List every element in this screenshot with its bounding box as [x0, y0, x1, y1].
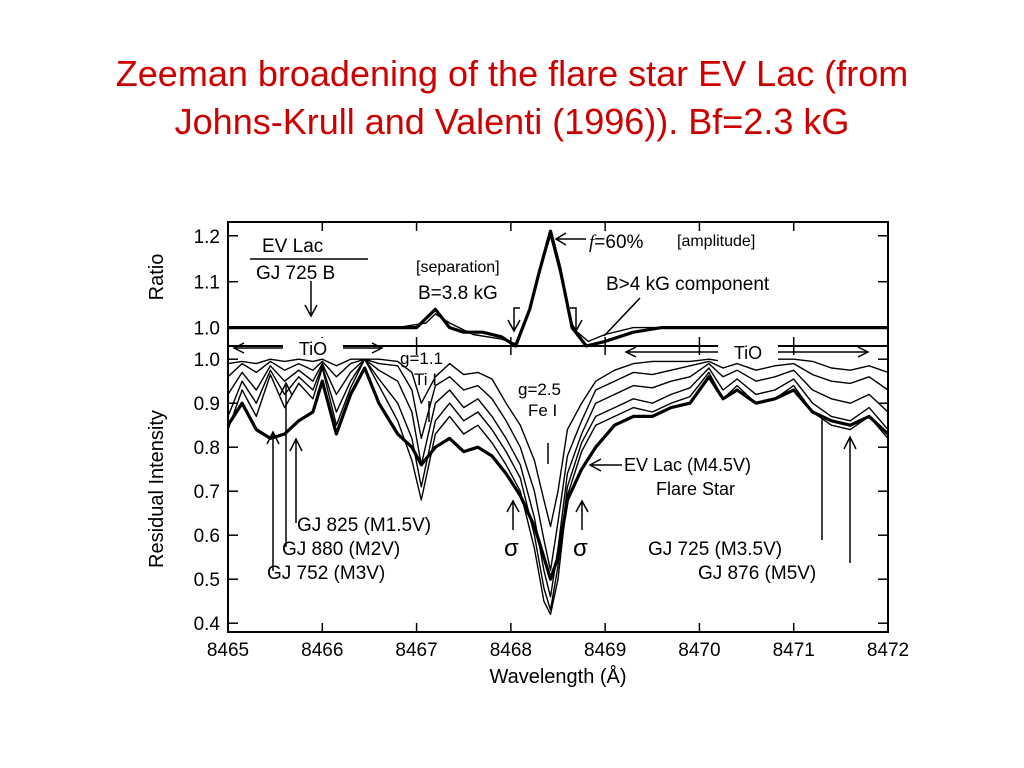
top-ytick-label-0: 1.0 [194, 319, 220, 340]
xtick-label-2: 8467 [395, 640, 437, 661]
top-ylabel: Ratio [146, 254, 168, 301]
top-ytick-label-2: 1.2 [194, 227, 220, 248]
bottom-ytick-label-2: 0.6 [194, 526, 220, 547]
xtick-label-1: 8466 [301, 640, 343, 661]
gj880-pointer [279, 381, 293, 547]
gj725-label: GJ 725 (M3.5V) [648, 539, 782, 560]
ev-lac-label: EV Lac (M4.5V) [624, 455, 751, 475]
slide-title: Zeeman broadening of the flare star EV L… [40, 50, 984, 146]
legend-denominator: GJ 725 B [256, 263, 335, 284]
xtick-label-4: 8469 [584, 640, 626, 661]
component-annotation: B>4 kG component [606, 274, 770, 295]
legend-arrow [304, 281, 318, 318]
separation-annotation: [separation] [416, 259, 500, 276]
axes-layer: 1.0 1.1 1.2 0.4 0.5 0.6 0.7 0.8 0.9 1.0 8465 8466 84… [194, 222, 909, 661]
gj752-label: GJ 752 (M3V) [267, 563, 385, 584]
gj876-label: GJ 876 (M5V) [698, 563, 816, 584]
gj880-label: GJ 880 (M2V) [282, 539, 400, 560]
fe-line-label: Fe I [528, 401, 557, 420]
gj876-pointer [843, 435, 857, 563]
bottom-series-5 [226, 366, 890, 581]
sigma-right-label: σ [573, 535, 588, 562]
gj825-pointer [289, 437, 303, 523]
xtick-label-3: 8468 [490, 640, 532, 661]
field-strength-annotation: B=3.8 kG [418, 283, 498, 304]
bottom-ytick-label-3: 0.7 [194, 482, 220, 503]
xtick-label-7: 8472 [867, 640, 909, 661]
tio-right-label: TiO [734, 343, 762, 363]
x-axis-label: Wavelength (Å) [489, 665, 626, 688]
gj752-pointer [266, 430, 280, 571]
gj825-label: GJ 825 (M1.5V) [297, 515, 431, 536]
xtick-label-0: 8465 [207, 640, 249, 661]
flare-star-label: Flare Star [656, 479, 735, 499]
top-series-0 [228, 229, 888, 348]
legend-numerator: EV Lac [262, 236, 323, 257]
bottom-ytick-label-5: 0.9 [194, 394, 220, 415]
bottom-ytick-label-4: 0.8 [194, 438, 220, 459]
fe-lande-label: g=2.5 [518, 380, 561, 399]
filling-factor-annotation: f=60% [589, 232, 644, 253]
bottom-series-1 [227, 358, 889, 572]
bottom-series-2 [227, 358, 889, 598]
top-ytick-label-1: 1.1 [194, 273, 220, 294]
bottom-panel-frame [227, 345, 889, 633]
tio-left-label: TiO [299, 339, 327, 359]
sigma-right-arrow [575, 499, 589, 530]
bottom-ylabel: Residual Intensity [146, 410, 168, 568]
slide-title-line-1: Zeeman broadening of the flare star EV L… [115, 53, 909, 94]
xtick-label-5: 8470 [678, 640, 720, 661]
amplitude-annotation: [amplitude] [677, 233, 755, 250]
xtick-label-6: 8471 [773, 640, 815, 661]
tio-left-box [283, 338, 343, 358]
separation-right-marker [569, 307, 583, 333]
bottom-ytick-label-0: 0.4 [194, 614, 221, 635]
sigma-left-arrow [506, 499, 520, 530]
sigma-left-label: σ [504, 535, 519, 562]
top-series-1 [228, 235, 888, 345]
component-pointer [603, 297, 641, 337]
amplitude-arrow [554, 232, 586, 246]
ti-lande-label: g=1.1 [400, 349, 443, 368]
slide-title-line-2: Johns-Krull and Valenti (1996)). Bf=2.3 … [174, 101, 850, 142]
separation-left-marker [507, 307, 521, 333]
ev-lac-arrow [588, 458, 622, 472]
bottom-ytick-label-6: 1.0 [194, 350, 220, 371]
tio-right-box [718, 342, 778, 362]
ti-line-label: Ti I [414, 370, 437, 389]
bottom-ytick-label-1: 0.5 [194, 570, 220, 591]
bottom-series-3 [227, 358, 889, 611]
